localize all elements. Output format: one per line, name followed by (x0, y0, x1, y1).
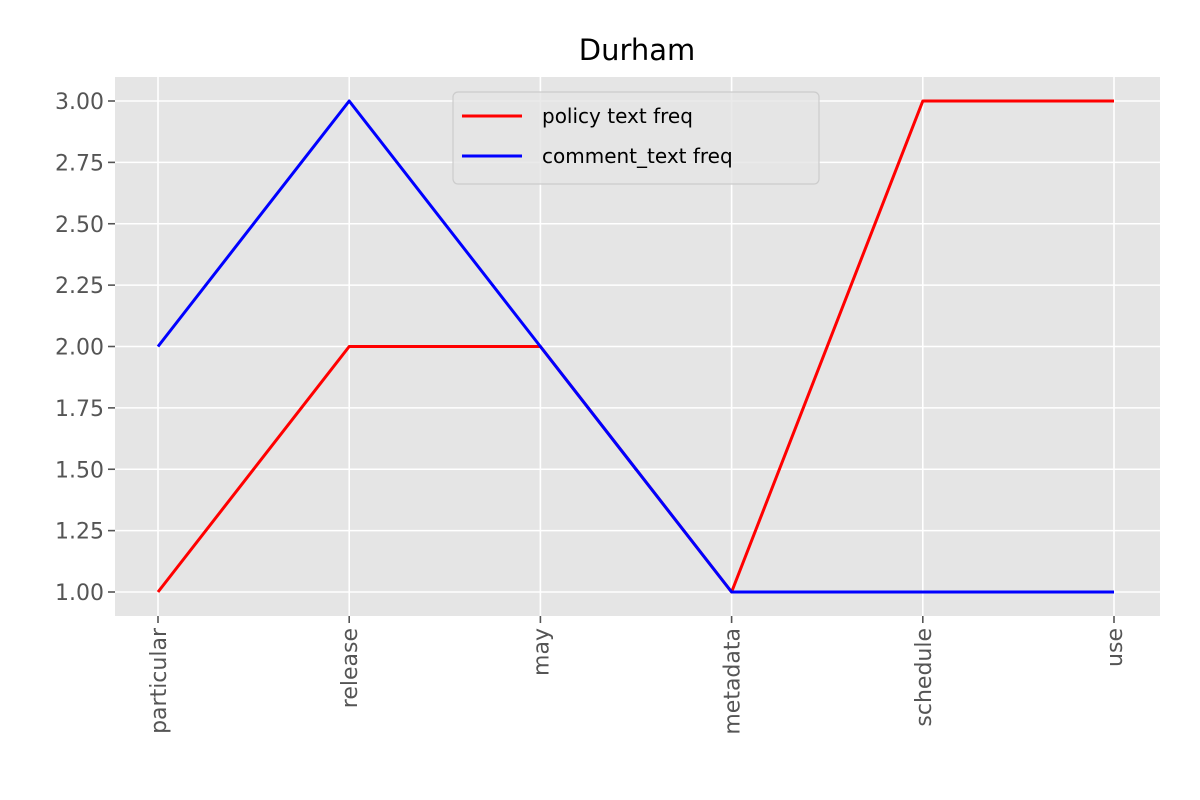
y-tick-label: 2.75 (55, 151, 104, 176)
legend-label: policy text freq (542, 104, 693, 128)
y-tick-label: 2.00 (55, 336, 104, 361)
x-tick-label: use (1103, 628, 1128, 667)
y-tick-label: 1.75 (55, 397, 104, 422)
chart-title: Durham (579, 33, 696, 67)
chart-legend: policy text freq comment_text freq (452, 91, 820, 185)
x-tick-label: release (338, 628, 363, 708)
legend-label: comment_text freq (542, 144, 733, 168)
y-tick-label: 1.25 (55, 520, 104, 545)
y-tick-label: 2.50 (55, 213, 104, 238)
x-tick-label: schedule (912, 628, 937, 727)
x-axis-ticks: particular release may metadata schedule use (147, 616, 1128, 735)
y-tick-label: 1.50 (55, 458, 104, 483)
y-tick-label: 1.00 (55, 581, 104, 606)
x-tick-label: particular (147, 627, 172, 734)
y-tick-label: 3.00 (55, 90, 104, 115)
x-tick-label: may (529, 628, 554, 676)
y-tick-label: 2.25 (55, 274, 104, 299)
y-axis-ticks: 1.00 1.25 1.50 1.75 2.00 2.25 2.50 2.75 3.00 (55, 90, 115, 606)
legend-box (452, 91, 820, 185)
series-line-2 (156, 99, 1114, 594)
x-tick-label: metadata (721, 628, 746, 735)
series-lines (156, 99, 1114, 594)
